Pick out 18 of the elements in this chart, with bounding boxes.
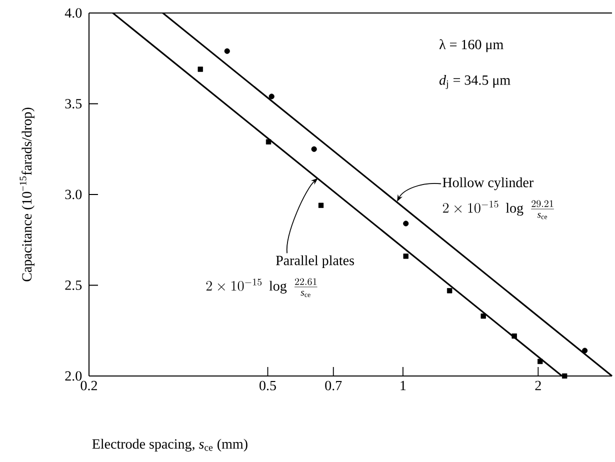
x-tick-label: 0.2 [80, 380, 97, 390]
annotation: Parallel plates [276, 255, 354, 268]
y-axis-title: Capacitance (10$^{−15}$farads/drop) [20, 108, 34, 282]
y-tick-label: 3.0 [65, 190, 82, 200]
y-tick-label: 3.5 [65, 99, 82, 108]
x-tick-label: 0.7 [325, 380, 342, 390]
y-tick-label: 4.0 [64, 8, 82, 18]
annotation: d$_{j}$ = 34.5 μm [439, 74, 510, 89]
x-tick-label: 0.5 [260, 380, 276, 390]
x-tick-label: 1 [400, 380, 406, 390]
annotation: $2\times 10^{-15}\;\log\;\frac{29.21}{\mathit{s}_{\mathrm{ce}}}$ [442, 200, 554, 220]
x-axis-title: Electrode spacing, s$_{ce}$ (mm) [92, 438, 248, 452]
x-tick-label: 2 [535, 380, 541, 390]
annotation: $2\times 10^{-15}\;\log\;\frac{22.61}{\mathit{s}_{\mathrm{ce}}}$ [206, 278, 318, 298]
annotation: Hollow cylinder [442, 177, 534, 190]
y-tick-label: 2.0 [65, 371, 82, 381]
annotation: λ = 160 μm [439, 39, 504, 52]
y-tick-label: 2.5 [65, 280, 82, 290]
